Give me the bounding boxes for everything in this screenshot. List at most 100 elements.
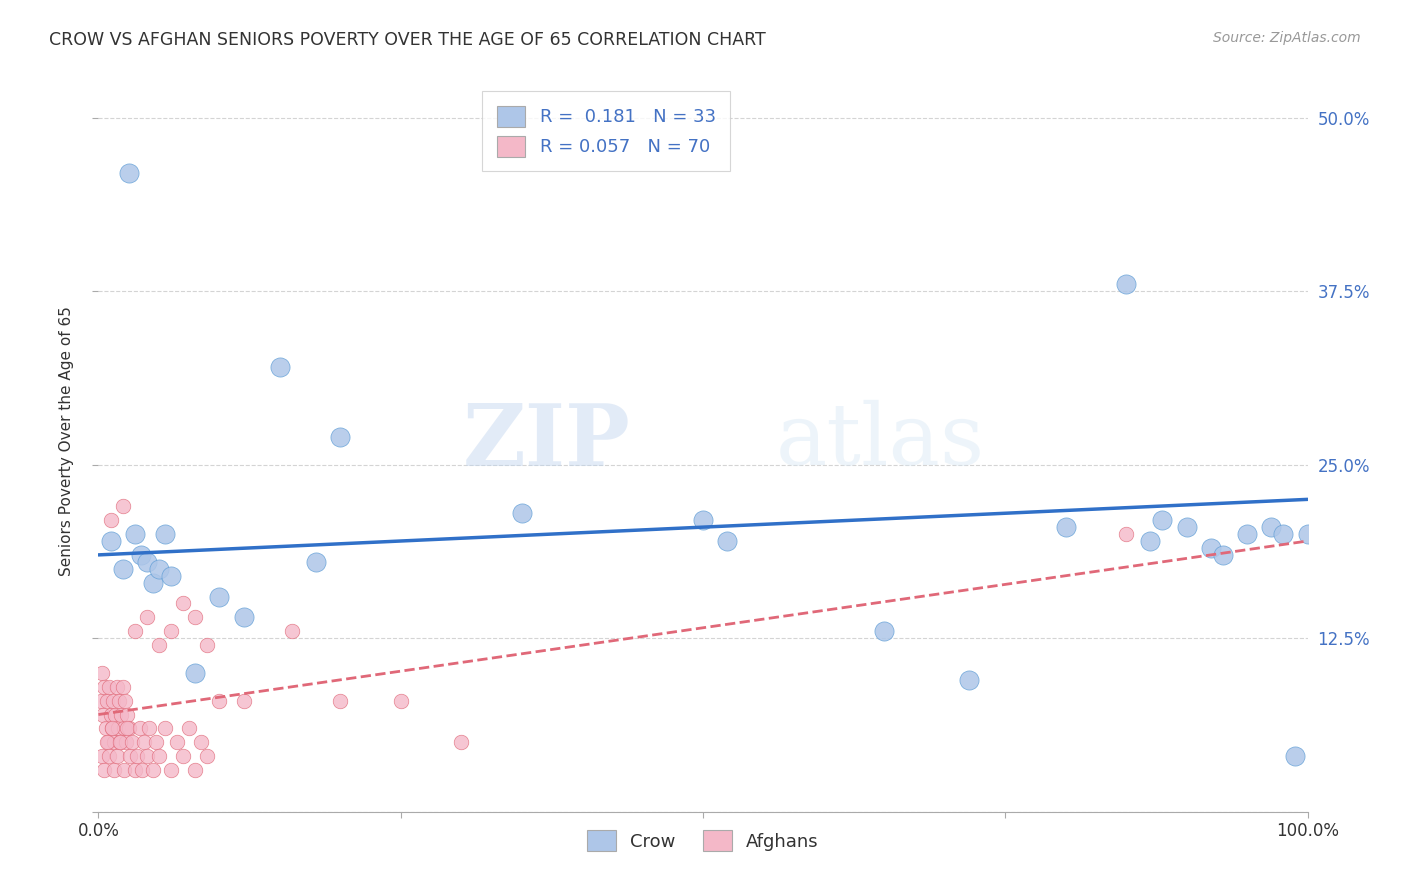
Point — [172, 749, 194, 764]
Point — [129, 548, 152, 562]
Point — [135, 555, 157, 569]
Point — [115, 735, 138, 749]
Point — [111, 500, 134, 514]
Point — [184, 665, 207, 680]
Point — [100, 534, 122, 549]
Point — [873, 624, 896, 639]
Point — [110, 707, 132, 722]
Point — [108, 693, 131, 707]
Point — [160, 624, 183, 639]
Point — [91, 665, 114, 680]
Point — [190, 735, 212, 749]
Point — [112, 763, 135, 777]
Point — [124, 763, 146, 777]
Point — [1296, 527, 1319, 541]
Point — [103, 763, 125, 777]
Point — [112, 722, 135, 736]
Point — [510, 506, 533, 520]
Point — [93, 763, 115, 777]
Point — [160, 568, 183, 582]
Point — [103, 735, 125, 749]
Point — [100, 707, 122, 722]
Point — [1115, 527, 1137, 541]
Point — [121, 735, 143, 749]
Point — [98, 680, 121, 694]
Point — [172, 597, 194, 611]
Point — [135, 749, 157, 764]
Point — [1212, 548, 1234, 562]
Point — [195, 749, 218, 764]
Point — [91, 707, 114, 722]
Text: Source: ZipAtlas.com: Source: ZipAtlas.com — [1213, 31, 1361, 45]
Point — [148, 638, 170, 652]
Point — [131, 763, 153, 777]
Point — [107, 722, 129, 736]
Point — [108, 735, 131, 749]
Point — [232, 693, 254, 707]
Point — [118, 749, 141, 764]
Point — [94, 722, 117, 736]
Point — [166, 735, 188, 749]
Point — [716, 534, 738, 549]
Point — [142, 763, 165, 777]
Point — [100, 513, 122, 527]
Point — [179, 722, 201, 736]
Point — [128, 722, 150, 736]
Point — [957, 673, 980, 687]
Point — [127, 749, 149, 764]
Point — [135, 610, 157, 624]
Point — [145, 735, 167, 749]
Point — [148, 749, 170, 764]
Point — [1054, 520, 1077, 534]
Point — [153, 722, 176, 736]
Point — [117, 722, 139, 736]
Point — [93, 680, 115, 694]
Point — [450, 735, 472, 749]
Point — [114, 693, 136, 707]
Point — [98, 749, 121, 764]
Point — [148, 562, 170, 576]
Point — [1152, 513, 1174, 527]
Point — [1236, 527, 1258, 541]
Point — [100, 722, 122, 736]
Point — [90, 693, 112, 707]
Point — [1199, 541, 1222, 555]
Point — [142, 575, 165, 590]
Point — [389, 693, 412, 707]
Point — [1175, 520, 1198, 534]
Point — [184, 763, 207, 777]
Point — [105, 680, 128, 694]
Point — [117, 707, 139, 722]
Point — [329, 430, 352, 444]
Point — [1272, 527, 1295, 541]
Point — [104, 707, 127, 722]
Point — [305, 555, 328, 569]
Point — [1260, 520, 1282, 534]
Point — [329, 693, 352, 707]
Point — [100, 722, 122, 736]
Point — [96, 693, 118, 707]
Point — [111, 562, 134, 576]
Point — [134, 735, 156, 749]
Point — [105, 749, 128, 764]
Point — [160, 763, 183, 777]
Text: atlas: atlas — [776, 400, 984, 483]
Point — [232, 610, 254, 624]
Point — [118, 722, 141, 736]
Point — [1139, 534, 1161, 549]
Legend: Crow, Afghans: Crow, Afghans — [579, 823, 827, 858]
Point — [124, 527, 146, 541]
Text: ZIP: ZIP — [463, 400, 630, 483]
Point — [101, 693, 124, 707]
Point — [281, 624, 304, 639]
Point — [111, 680, 134, 694]
Point — [153, 527, 176, 541]
Point — [91, 749, 114, 764]
Point — [208, 693, 231, 707]
Point — [118, 166, 141, 180]
Point — [1284, 749, 1306, 764]
Point — [184, 610, 207, 624]
Point — [97, 735, 120, 749]
Point — [195, 638, 218, 652]
Y-axis label: Seniors Poverty Over the Age of 65: Seniors Poverty Over the Age of 65 — [59, 307, 75, 576]
